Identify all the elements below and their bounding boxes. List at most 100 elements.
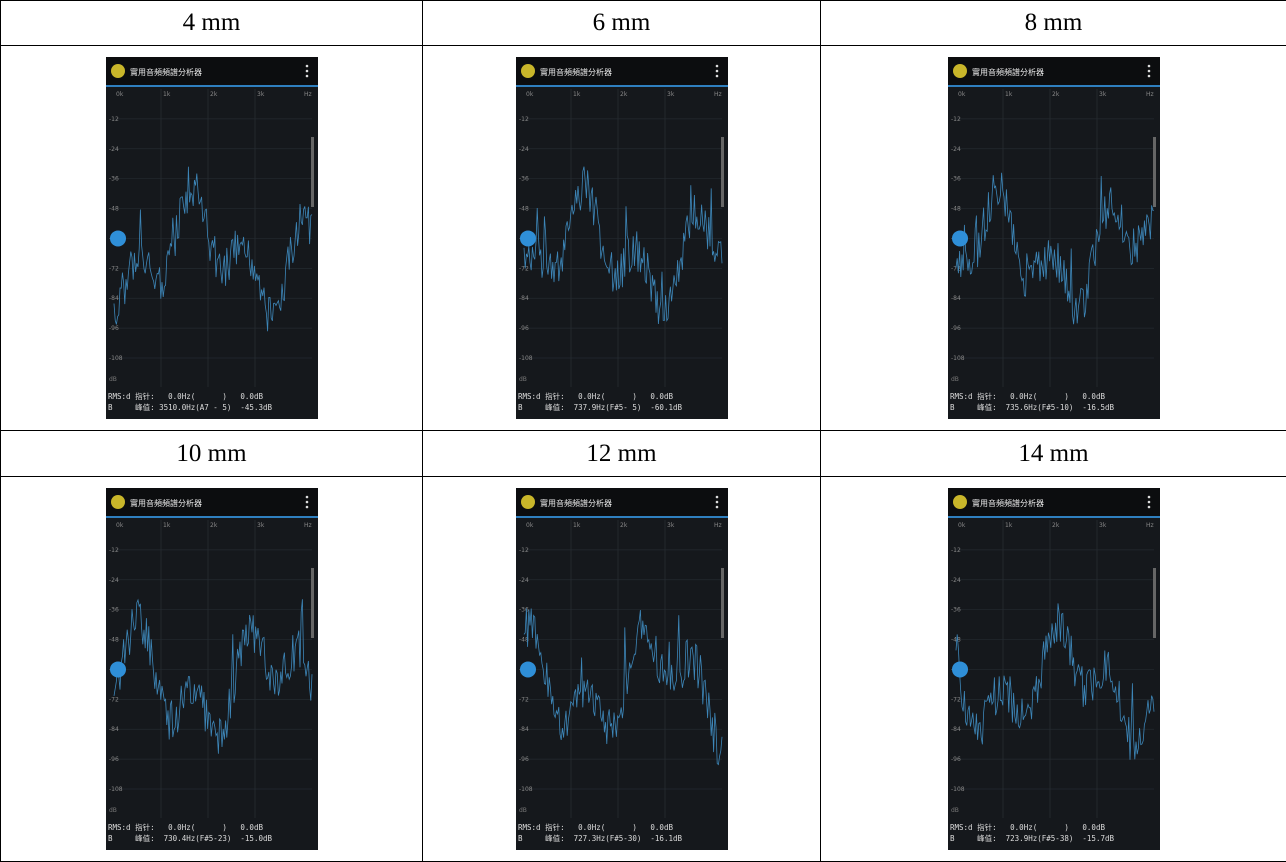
peak-line: B 峰值: 3510.0Hz(A7 - 5) -45.3dB <box>108 402 272 412</box>
y-axis-label: -12 <box>951 547 961 554</box>
y-axis-unit: dB <box>951 807 959 814</box>
column-label: 4 mm <box>1 1 423 46</box>
y-axis-label: -96 <box>951 326 961 333</box>
x-axis-label: Hz <box>1146 522 1154 529</box>
x-axis-label: 1k <box>1005 91 1013 98</box>
status-line: RMS:d 指针: 0.0Hz( ) 0.0dB <box>108 822 263 832</box>
menu-dot <box>305 70 308 73</box>
y-axis-label: -12 <box>519 547 529 554</box>
scrollbar <box>1153 137 1156 207</box>
x-axis-label: 3k <box>667 91 675 98</box>
app-screenshot: 實用音頻頻譜分析器0k1k2k3kHz-12-24-36-48-60-72-84… <box>516 488 728 850</box>
app-screenshot: 實用音頻頻譜分析器0k1k2k3kHz-12-24-36-48-60-72-84… <box>106 488 318 850</box>
app-title: 實用音頻頻譜分析器 <box>972 498 1044 508</box>
x-axis-label: 2k <box>1052 522 1060 529</box>
screen-background <box>948 488 1160 850</box>
y-axis-unit: dB <box>519 807 527 814</box>
y-axis-label: -108 <box>109 356 123 363</box>
screen-background <box>106 57 318 419</box>
y-axis-label: -84 <box>951 726 961 733</box>
menu-dot <box>305 501 308 504</box>
y-axis-label: -48 <box>109 637 119 644</box>
y-axis-label: -24 <box>951 577 961 584</box>
x-axis-label: 3k <box>257 522 265 529</box>
y-axis-label: -96 <box>109 326 119 333</box>
y-axis-label: -12 <box>109 116 119 123</box>
column-label: 10 mm <box>1 431 423 476</box>
app-title: 實用音頻頻譜分析器 <box>130 498 202 508</box>
menu-dot <box>1147 75 1150 78</box>
peak-line: B 峰值: 730.4Hz(F#5-23) -15.0dB <box>108 833 272 843</box>
y-axis-label: -48 <box>519 206 529 213</box>
y-axis-label: -24 <box>109 146 119 153</box>
y-axis-label: -12 <box>109 547 119 554</box>
y-axis-label: -12 <box>951 116 961 123</box>
header-row: 10 mm12 mm14 mm <box>1 431 1286 476</box>
x-axis-label: 1k <box>163 522 171 529</box>
peak-line: B 峰值: 727.3Hz(F#5-30) -16.1dB <box>518 833 682 843</box>
app-icon <box>111 495 125 509</box>
x-axis-label: 2k <box>1052 91 1060 98</box>
cursor-handle <box>520 661 536 677</box>
y-axis-label: -84 <box>109 726 119 733</box>
app-icon <box>953 64 967 78</box>
app-title: 實用音頻頻譜分析器 <box>130 67 202 77</box>
scrollbar <box>311 568 314 638</box>
y-axis-label: -72 <box>519 696 529 703</box>
image-cell: 實用音頻頻譜分析器0k1k2k3kHz-12-24-36-48-60-72-84… <box>821 46 1286 431</box>
x-axis-label: Hz <box>304 522 312 529</box>
x-axis-label: 0k <box>116 522 124 529</box>
status-line: RMS:d 指针: 0.0Hz( ) 0.0dB <box>108 391 263 401</box>
y-axis-label: -36 <box>951 607 961 614</box>
cursor-handle <box>520 231 536 247</box>
cursor-handle <box>110 231 126 247</box>
y-axis-label: -108 <box>519 356 533 363</box>
x-axis-label: 2k <box>210 522 218 529</box>
action-bar-divider <box>516 85 728 87</box>
x-axis-label: 2k <box>620 91 628 98</box>
image-cell: 實用音頻頻譜分析器0k1k2k3kHz-12-24-36-48-60-72-84… <box>423 46 821 431</box>
x-axis-label: 3k <box>257 91 265 98</box>
y-axis-label: -84 <box>951 296 961 303</box>
menu-dot <box>1147 65 1150 68</box>
menu-dot <box>715 65 718 68</box>
y-axis-unit: dB <box>109 807 117 814</box>
app-title: 實用音頻頻譜分析器 <box>540 67 612 77</box>
y-axis-label: -48 <box>951 637 961 644</box>
x-axis-label: 0k <box>526 91 534 98</box>
action-bar-divider <box>948 516 1160 518</box>
action-bar-divider <box>106 85 318 87</box>
x-axis-label: 1k <box>163 91 171 98</box>
x-axis-label: 0k <box>958 91 966 98</box>
cursor-handle <box>110 661 126 677</box>
menu-dot <box>305 506 308 509</box>
y-axis-label: -24 <box>519 146 529 153</box>
image-cell: 實用音頻頻譜分析器0k1k2k3kHz-12-24-36-48-60-72-84… <box>1 476 423 861</box>
x-axis-label: 0k <box>958 522 966 529</box>
image-row: 實用音頻頻譜分析器0k1k2k3kHz-12-24-36-48-60-72-84… <box>1 46 1286 431</box>
x-axis-label: Hz <box>304 91 312 98</box>
x-axis-label: 2k <box>210 91 218 98</box>
menu-dot <box>1147 501 1150 504</box>
y-axis-label: -84 <box>519 296 529 303</box>
peak-line: B 峰值: 723.9Hz(F#5-38) -15.7dB <box>950 833 1114 843</box>
image-cell: 實用音頻頻譜分析器0k1k2k3kHz-12-24-36-48-60-72-84… <box>1 46 423 431</box>
status-line: RMS:d 指针: 0.0Hz( ) 0.0dB <box>950 391 1105 401</box>
y-axis-label: -36 <box>519 176 529 183</box>
x-axis-label: 1k <box>573 522 581 529</box>
y-axis-label: -36 <box>951 176 961 183</box>
y-axis-label: -48 <box>109 206 119 213</box>
app-screenshot: 實用音頻頻譜分析器0k1k2k3kHz-12-24-36-48-60-72-84… <box>948 57 1160 419</box>
peak-line: B 峰值: 737.9Hz(F#5- 5) -60.1dB <box>518 402 682 412</box>
y-axis-label: -12 <box>519 116 529 123</box>
app-title: 實用音頻頻譜分析器 <box>540 498 612 508</box>
peak-line: B 峰值: 735.6Hz(F#5-10) -16.5dB <box>950 402 1114 412</box>
y-axis-label: -72 <box>519 266 529 273</box>
column-label: 6 mm <box>423 1 821 46</box>
app-screenshot: 實用音頻頻譜分析器0k1k2k3kHz-12-24-36-48-60-72-84… <box>516 57 728 419</box>
y-axis-label: -72 <box>951 696 961 703</box>
app-icon <box>953 495 967 509</box>
menu-dot <box>305 65 308 68</box>
menu-dot <box>715 70 718 73</box>
